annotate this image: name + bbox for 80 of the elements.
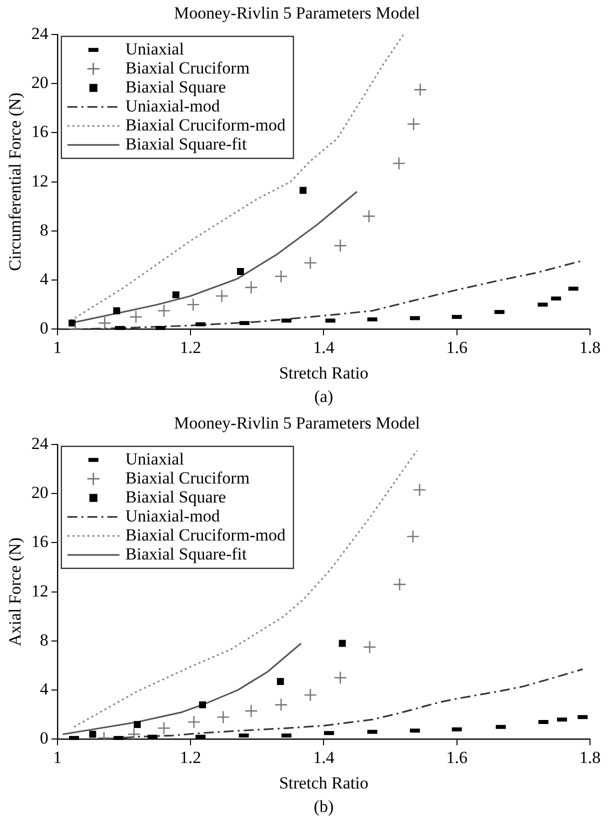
x-tick-label: 1 bbox=[53, 338, 62, 357]
point bbox=[244, 704, 258, 718]
y-tick-label: 16 bbox=[31, 122, 48, 142]
point bbox=[237, 268, 244, 275]
text: (b) bbox=[314, 796, 334, 816]
point bbox=[89, 730, 96, 738]
point bbox=[406, 530, 420, 544]
legend-label: Biaxial Cruciform bbox=[125, 58, 250, 78]
legend-label: Biaxial Cruciform bbox=[125, 468, 250, 488]
x-tick-label: 1.2 bbox=[180, 748, 202, 767]
y-tick-label: 16 bbox=[31, 532, 48, 552]
x-tick-label: 1.2 bbox=[180, 338, 202, 357]
y-tick-label: 24 bbox=[31, 24, 49, 43]
point bbox=[215, 289, 228, 303]
x-tick-label: 1.8 bbox=[579, 338, 601, 357]
y-axis-title: Axial Force (N) bbox=[6, 538, 25, 646]
y-tick-label: 20 bbox=[31, 73, 48, 92]
point bbox=[98, 316, 112, 330]
point bbox=[414, 83, 427, 96]
point bbox=[334, 239, 347, 252]
point bbox=[392, 578, 406, 592]
legend-label: Biaxial Square-fit bbox=[125, 134, 247, 154]
point bbox=[274, 270, 288, 284]
point bbox=[129, 310, 143, 324]
point bbox=[186, 298, 200, 312]
y-tick-label: 12 bbox=[31, 171, 48, 190]
legend-label: Uniaxial bbox=[125, 39, 184, 58]
legend-label: Uniaxial bbox=[125, 449, 184, 468]
point bbox=[392, 156, 406, 170]
point bbox=[157, 721, 171, 735]
y-tick-label: 8 bbox=[40, 220, 48, 240]
legend-label: Uniaxial-mod bbox=[125, 96, 220, 116]
chart-title: Mooney-Rivlin 5 Parameters Model bbox=[174, 414, 420, 433]
x-tick-label: 1.8 bbox=[579, 748, 601, 767]
x-axis-title: Stretch Ratio bbox=[279, 363, 368, 382]
x-tick-label: 1 bbox=[53, 748, 62, 767]
legend-label: Biaxial Square bbox=[125, 77, 226, 96]
point bbox=[334, 671, 347, 684]
point bbox=[199, 701, 206, 708]
point bbox=[304, 256, 318, 270]
point bbox=[216, 710, 230, 724]
point bbox=[134, 720, 141, 728]
point bbox=[406, 117, 420, 131]
y-tick-label: 4 bbox=[40, 680, 49, 699]
y-tick-label: 4 bbox=[40, 270, 49, 289]
y-tick-label: 0 bbox=[40, 728, 48, 748]
y-tick-label: 8 bbox=[40, 630, 48, 650]
y-tick-label: 24 bbox=[31, 434, 49, 453]
legend-label: Biaxial Cruciform-mod bbox=[125, 525, 286, 544]
y-axis-title: Circumferential Force (N) bbox=[6, 92, 25, 272]
point bbox=[362, 210, 376, 223]
x-tick-label: 1.4 bbox=[313, 748, 335, 767]
line-series bbox=[103, 668, 584, 740]
legend-label: Uniaxial-mod bbox=[125, 506, 220, 526]
legend-label: Biaxial Cruciform-mod bbox=[125, 115, 286, 134]
point bbox=[187, 715, 201, 729]
text: (a) bbox=[314, 386, 334, 406]
chart-title: Mooney-Rivlin 5 Parameters Model bbox=[174, 4, 420, 23]
point bbox=[274, 698, 288, 712]
y-tick-label: 12 bbox=[31, 581, 48, 600]
point bbox=[172, 291, 180, 298]
point bbox=[304, 688, 318, 702]
x-tick-label: 1.6 bbox=[446, 748, 468, 767]
y-tick-label: 20 bbox=[31, 483, 48, 502]
x-axis-title: Stretch Ratio bbox=[279, 773, 368, 792]
point bbox=[412, 483, 426, 496]
point bbox=[244, 280, 258, 294]
x-tick-label: 1.4 bbox=[313, 338, 335, 357]
x-tick-label: 1.6 bbox=[446, 338, 468, 357]
legend-label: Biaxial Square bbox=[125, 487, 226, 506]
y-tick-label: 0 bbox=[40, 318, 48, 338]
point bbox=[362, 640, 376, 654]
line-series bbox=[73, 450, 418, 728]
point bbox=[338, 640, 346, 647]
point bbox=[157, 304, 171, 318]
point bbox=[300, 186, 307, 194]
point bbox=[276, 678, 284, 685]
legend-label: Biaxial Square-fit bbox=[125, 544, 247, 564]
point bbox=[127, 728, 141, 740]
point bbox=[113, 307, 120, 314]
